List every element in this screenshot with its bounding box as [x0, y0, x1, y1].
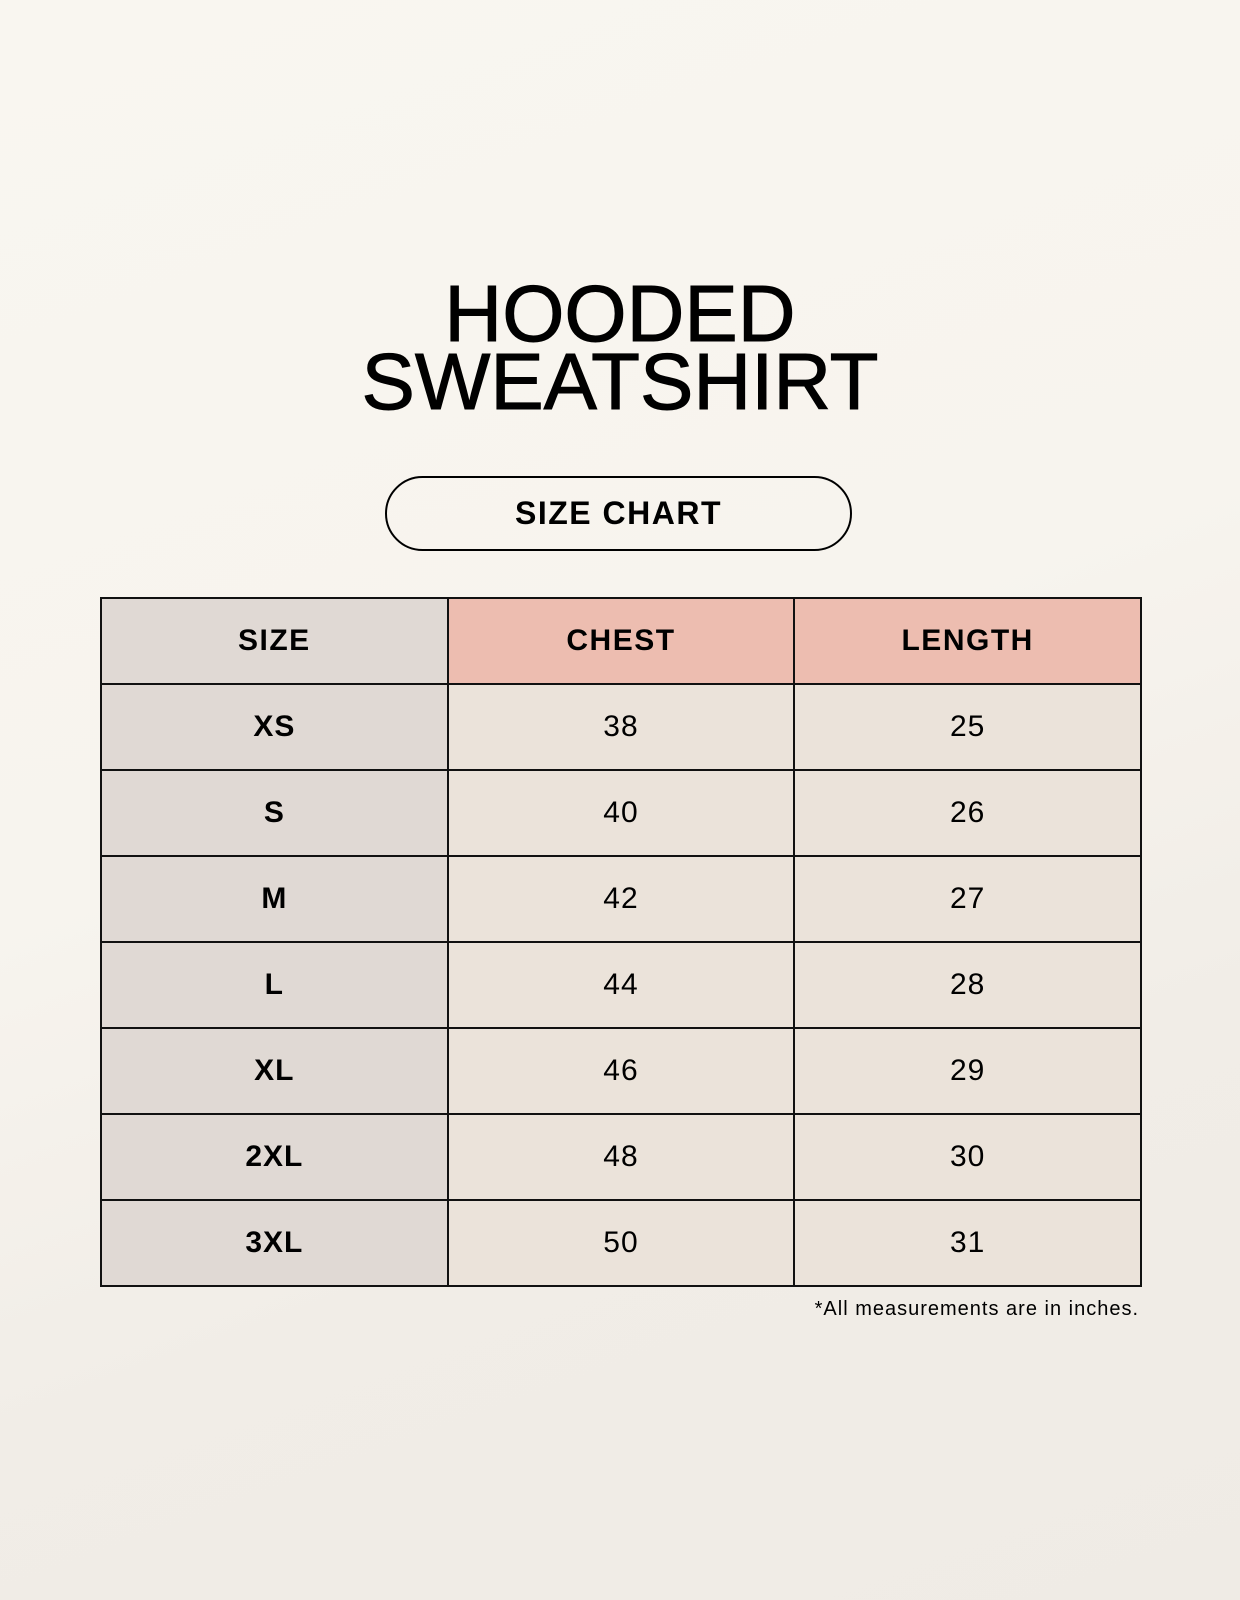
cell-chest: 46 [446, 1027, 796, 1115]
title-line-2: SWEATSHIRT [361, 337, 879, 426]
cell-size: XS [100, 683, 449, 771]
cell-chest: 50 [446, 1199, 796, 1287]
cell-length: 30 [793, 1113, 1142, 1201]
footnote: *All measurements are in inches. [814, 1298, 1139, 1320]
size-chart-badge: SIZE CHART [385, 476, 852, 551]
cell-length: 29 [793, 1027, 1142, 1115]
table-row: M 42 27 [100, 855, 1142, 943]
table-row: 2XL 48 30 [100, 1113, 1142, 1201]
cell-size: 3XL [100, 1199, 449, 1287]
header-chest: CHEST [446, 597, 796, 685]
cell-length: 26 [793, 769, 1142, 857]
cell-size: S [100, 769, 449, 857]
table-row: L 44 28 [100, 941, 1142, 1029]
cell-length: 28 [793, 941, 1142, 1029]
cell-chest: 38 [446, 683, 796, 771]
table-row: XS 38 25 [100, 683, 1142, 771]
cell-size: 2XL [100, 1113, 449, 1201]
header-length: LENGTH [793, 597, 1142, 685]
cell-length: 25 [793, 683, 1142, 771]
cell-length: 27 [793, 855, 1142, 943]
cell-size: M [100, 855, 449, 943]
title-line-1: HOODED [444, 269, 796, 358]
table-header-row: SIZE CHEST LENGTH [100, 597, 1142, 685]
cell-chest: 44 [446, 941, 796, 1029]
cell-chest: 48 [446, 1113, 796, 1201]
header-size: SIZE [100, 597, 449, 685]
size-table: SIZE CHEST LENGTH XS 38 25 S 40 26 M 42 27 L 44 28 X… [100, 597, 1142, 1287]
table-row: XL 46 29 [100, 1027, 1142, 1115]
cell-length: 31 [793, 1199, 1142, 1287]
cell-size: XL [100, 1027, 449, 1115]
table-row: 3XL 50 31 [100, 1199, 1142, 1287]
cell-chest: 40 [446, 769, 796, 857]
cell-chest: 42 [446, 855, 796, 943]
page-title: HOODED SWEATSHIRT [0, 269, 1240, 426]
table-row: S 40 26 [100, 769, 1142, 857]
cell-size: L [100, 941, 449, 1029]
